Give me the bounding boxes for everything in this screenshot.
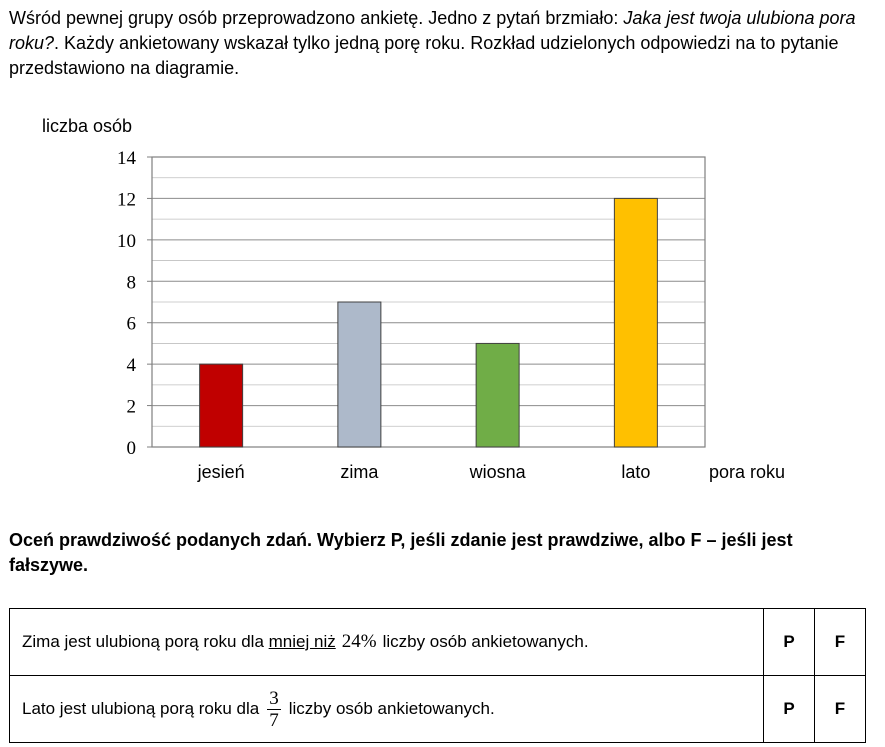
statement-1-after: liczby osób ankietowanych. bbox=[382, 632, 589, 651]
x-axis-title: pora roku bbox=[709, 462, 785, 482]
bar-3 bbox=[613, 197, 658, 448]
statement-row: Lato jest ulubioną porą roku dla 3 7 liczby… bbox=[9, 675, 866, 743]
y-tick-label: 8 bbox=[127, 272, 137, 293]
statement-1-underlined: mniej niż bbox=[268, 632, 336, 651]
x-tick-label: jesień bbox=[197, 462, 245, 482]
y-tick-label: 12 bbox=[117, 189, 136, 210]
task-intro: Wśród pewnej grupy osób przeprowadzono a… bbox=[9, 6, 877, 81]
statement-2-option-p[interactable]: P bbox=[763, 675, 815, 743]
statement-2-before: Lato jest ulubioną porą roku dla bbox=[22, 698, 260, 718]
intro-text-part1: Wśród pewnej grupy osób przeprowadzono a… bbox=[9, 8, 624, 28]
y-tick-label: 0 bbox=[127, 438, 137, 459]
intro-text-part2: . Każdy ankietowany wskazał tylko jedną … bbox=[9, 33, 839, 78]
x-tick-label: wiosna bbox=[469, 462, 527, 482]
statement-1-option-f[interactable]: F bbox=[814, 608, 866, 676]
statement-1-value: 24% bbox=[341, 631, 377, 652]
x-tick-label: lato bbox=[621, 462, 650, 482]
bar-0 bbox=[199, 363, 244, 448]
statement-2-after: liczby osób ankietowanych. bbox=[288, 698, 495, 718]
y-tick-labels: 0 2 4 6 8 10 12 14 bbox=[117, 148, 152, 459]
x-tick-labels: jesień zima wiosna lato bbox=[197, 462, 651, 482]
statement-2-text: Lato jest ulubioną porą roku dla 3 7 liczby… bbox=[9, 675, 764, 743]
statement-1-before: Zima jest ulubioną porą roku dla bbox=[22, 632, 269, 651]
fraction-denominator: 7 bbox=[269, 709, 279, 731]
y-tick-label: 2 bbox=[127, 397, 137, 418]
minor-gridlines bbox=[152, 177, 705, 427]
plot-frame bbox=[151, 156, 706, 448]
instruction-text: Oceń prawdziwość podanych zdań. Wybierz … bbox=[9, 530, 793, 575]
true-false-table: Zima jest ulubioną porą roku dla mniej n… bbox=[9, 608, 866, 743]
y-tick-label: 4 bbox=[127, 355, 137, 376]
statement-1-option-p[interactable]: P bbox=[763, 608, 815, 676]
y-tick-label: 6 bbox=[127, 314, 137, 335]
bar-1 bbox=[337, 301, 382, 448]
bars bbox=[199, 197, 658, 448]
fraction-numerator: 3 bbox=[267, 687, 281, 710]
bar-chart: liczba osób 0 2 4 6 8 10 12 14 jesień zima wiosna… bbox=[42, 116, 785, 482]
statement-2-option-f[interactable]: F bbox=[814, 675, 866, 743]
statement-1-text: Zima jest ulubioną porą roku dla mniej n… bbox=[9, 608, 764, 676]
y-axis-title: liczba osób bbox=[42, 116, 132, 136]
x-tick-label: zima bbox=[340, 462, 379, 482]
y-tick-label: 10 bbox=[117, 231, 136, 252]
bar-2 bbox=[475, 342, 520, 448]
survey-question: Jaka jest twoja ulubiona pora roku? bbox=[9, 8, 856, 53]
y-tick-label: 14 bbox=[117, 148, 137, 169]
statement-row: Zima jest ulubioną porą roku dla mniej n… bbox=[9, 608, 866, 676]
